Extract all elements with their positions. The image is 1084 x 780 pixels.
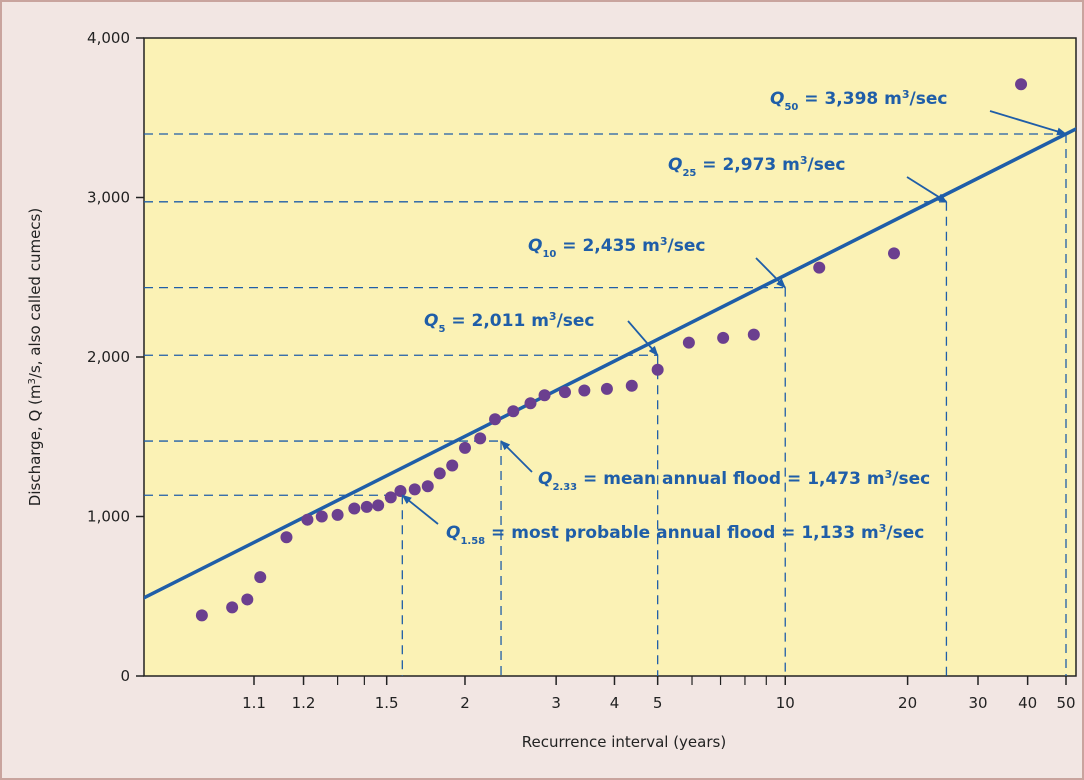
data-point (1015, 78, 1028, 91)
x-tick-label: 1.2 (292, 694, 316, 712)
data-point (446, 459, 459, 472)
x-axis-title: Recurrence interval (years) (522, 733, 726, 751)
y-tick-label: 4,000 (87, 29, 130, 47)
data-point (747, 328, 760, 341)
x-tick-label: 20 (898, 694, 917, 712)
x-tick-label: 40 (1018, 694, 1037, 712)
x-tick-label: 1.5 (375, 694, 399, 712)
data-point (433, 467, 446, 480)
y-tick-label: 3,000 (87, 189, 130, 207)
data-point (226, 601, 239, 614)
callout-q50: Q50 = 3,398 m3/sec (770, 88, 947, 113)
data-point (813, 261, 826, 274)
trend-line (144, 126, 1076, 600)
callout-q1_58: Q1.58 = most probable annual flood = 1,1… (446, 522, 924, 547)
data-point (507, 405, 520, 418)
data-point (558, 386, 571, 399)
data-point (578, 384, 591, 397)
y-tick-label: 2,000 (87, 348, 130, 366)
data-point (372, 499, 385, 512)
data-point (315, 510, 328, 523)
data-point (489, 413, 502, 426)
data-point (331, 508, 344, 521)
data-point (348, 502, 361, 515)
reference-lines (144, 133, 1067, 676)
callout-q25: Q25 = 2,973 m3/sec (668, 154, 845, 179)
data-point (384, 491, 397, 504)
data-point (195, 609, 208, 622)
callout-q2_33: Q2.33 = mean annual flood = 1,473 m3/sec (538, 468, 930, 493)
callout-q10: Q10 = 2,435 m3/sec (528, 235, 705, 260)
x-tick-label: 1.1 (242, 694, 266, 712)
y-tick-label: 1,000 (87, 508, 130, 526)
data-point (600, 382, 613, 395)
callout-arrow (401, 494, 439, 525)
callout-q5: Q5 = 2,011 m3/sec (424, 310, 595, 335)
y-tick-label: 0 (120, 667, 130, 685)
plot-area (143, 37, 1077, 677)
x-tick-label: 10 (776, 694, 795, 712)
data-point (241, 593, 254, 606)
data-point (524, 397, 537, 410)
data-point (360, 500, 373, 513)
callout-arrow (906, 176, 948, 203)
callout-arrow (500, 440, 533, 473)
x-tick-label: 2 (460, 694, 470, 712)
x-tick-label: 30 (968, 694, 987, 712)
data-point (717, 331, 730, 344)
x-tick-label: 50 (1056, 694, 1075, 712)
callout-arrow (989, 110, 1067, 136)
callout-arrow (755, 257, 786, 289)
data-point (887, 247, 900, 260)
data-point (458, 441, 471, 454)
data-point (682, 336, 695, 349)
data-point (408, 483, 421, 496)
data-point (301, 513, 314, 526)
x-tick-label: 4 (610, 694, 620, 712)
data-point (538, 389, 551, 402)
x-tick-label: 3 (551, 694, 561, 712)
data-point (474, 432, 487, 445)
y-axis-title: Discharge, Q (m3/s, also called cumecs) (26, 208, 44, 506)
data-point (625, 379, 638, 392)
x-tick-label: 5 (653, 694, 663, 712)
data-point (280, 531, 293, 544)
data-point (394, 484, 407, 497)
callout-arrow (627, 320, 659, 357)
data-point (254, 571, 267, 584)
data-point (651, 363, 664, 376)
data-point (421, 480, 434, 493)
